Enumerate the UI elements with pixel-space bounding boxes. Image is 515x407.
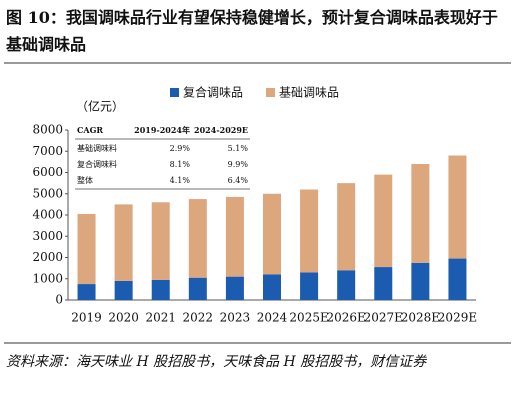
bar-segment xyxy=(300,272,319,300)
bar-segment xyxy=(374,267,393,300)
chart-title: 图 10：我国调味品行业有望保持稳健增长，预计复合调味品表现好于基础调味品 xyxy=(6,8,498,54)
y-tick-label: 6000 xyxy=(32,165,63,179)
bar-segment xyxy=(114,280,133,300)
x-tick-label: 2019 xyxy=(71,311,102,325)
table-cell: 2.9% xyxy=(170,144,191,153)
bar-segment xyxy=(114,204,133,281)
source-note: 资料来源：海天味业 H 股招股书，天味食品 H 股招股书，财信证券 xyxy=(6,354,427,370)
table-cell: 整体 xyxy=(77,175,93,185)
bar-segment xyxy=(337,270,356,300)
x-tick-label: 2028E xyxy=(401,311,440,325)
table-cell: 4.1% xyxy=(170,176,191,185)
table-cell: 9.9% xyxy=(228,160,249,169)
y-tick-label: 4000 xyxy=(32,208,63,222)
x-tick-label: 2029E xyxy=(438,311,477,325)
bar-segment xyxy=(263,193,281,275)
bar-segment xyxy=(151,202,170,280)
x-tick-label: 2021 xyxy=(145,311,176,325)
legend-label: 基础调味品 xyxy=(279,86,339,100)
bar-segment xyxy=(411,164,430,263)
y-tick-label: 7000 xyxy=(32,144,63,158)
bar-segment xyxy=(188,277,207,300)
legend-label: 复合调味品 xyxy=(183,85,243,100)
y-tick-label: 5000 xyxy=(32,186,63,200)
bar-segment xyxy=(337,183,356,271)
bar-segment xyxy=(77,284,96,300)
x-tick-label: 2027E xyxy=(364,311,403,325)
x-tick-label: 2020 xyxy=(108,311,139,325)
table-cell: 6.4% xyxy=(228,176,249,185)
bar-segment xyxy=(151,279,170,300)
legend-swatch xyxy=(170,88,179,97)
y-tick-label: 0 xyxy=(55,293,63,307)
table-cell: 基础调味料 xyxy=(77,143,117,153)
y-tick-label: 1000 xyxy=(32,271,63,285)
table-cell: 5.1% xyxy=(228,144,249,153)
x-tick-label: 2025E xyxy=(289,311,328,325)
legend-swatch xyxy=(266,88,275,97)
y-tick-label: 2000 xyxy=(32,250,63,264)
bar-segment xyxy=(263,274,281,300)
x-tick-label: 2022 xyxy=(183,311,214,325)
bar-segment xyxy=(77,213,96,285)
table-header: CAGR xyxy=(77,125,103,135)
bar-segment xyxy=(188,199,207,278)
table-cell: 复合调味料 xyxy=(77,159,117,169)
bar-segment xyxy=(411,262,430,300)
bar-segment xyxy=(448,258,467,300)
x-tick-label: 2024 xyxy=(257,311,288,325)
x-tick-label: 2023 xyxy=(220,311,251,325)
x-tick-label: 2026E xyxy=(327,311,366,325)
bar-segment xyxy=(374,174,393,268)
bar-segment xyxy=(225,276,244,300)
table-cell: 8.1% xyxy=(170,160,191,169)
bar-segment xyxy=(225,196,244,277)
y-tick-label: 8000 xyxy=(32,123,63,137)
table-header: 2019-2024年 xyxy=(134,125,190,135)
bar-segment xyxy=(300,189,319,273)
table-header: 2024-2029E xyxy=(194,125,248,135)
y-axis-label: （亿元） xyxy=(76,99,124,114)
y-tick-label: 3000 xyxy=(32,229,63,243)
bar-segment xyxy=(448,155,467,259)
